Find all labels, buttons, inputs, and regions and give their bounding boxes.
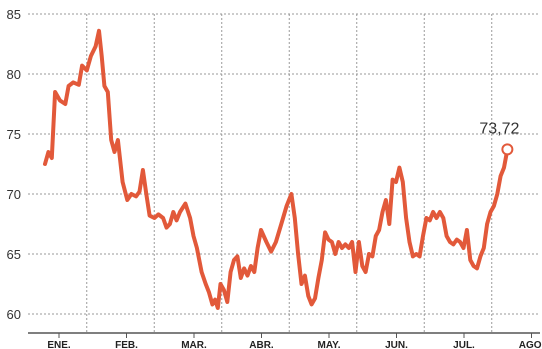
y-tick-label: 70 xyxy=(7,187,21,202)
x-tick-label: ENE. xyxy=(47,340,71,349)
x-tick-label: MAY. xyxy=(318,340,341,349)
series-line-0 xyxy=(43,28,510,310)
end-point-marker xyxy=(501,143,514,156)
x-tick-label: MAR. xyxy=(181,340,207,349)
end-value-label: 73,72 xyxy=(479,120,519,137)
grid xyxy=(28,13,540,333)
label-layer: 60 65 70 75 80 85 ENE. FEB. MAR. ABR. MAY. JUN. JUL.… xyxy=(7,7,542,349)
y-tick-label: 65 xyxy=(7,247,21,262)
x-tick-label: JUN. xyxy=(385,340,408,349)
x-tick-label: JUL. xyxy=(453,340,475,349)
y-tick-label: 60 xyxy=(7,307,21,322)
x-tick-label: ABR. xyxy=(249,340,274,349)
y-tick-label: 85 xyxy=(7,7,21,22)
x-tick-label: AGO. xyxy=(519,340,542,349)
x-tick-label: FEB. xyxy=(115,340,138,349)
y-tick-label: 80 xyxy=(7,67,21,82)
axes xyxy=(28,332,540,338)
series-layer xyxy=(43,28,514,310)
y-tick-label: 75 xyxy=(7,127,21,142)
